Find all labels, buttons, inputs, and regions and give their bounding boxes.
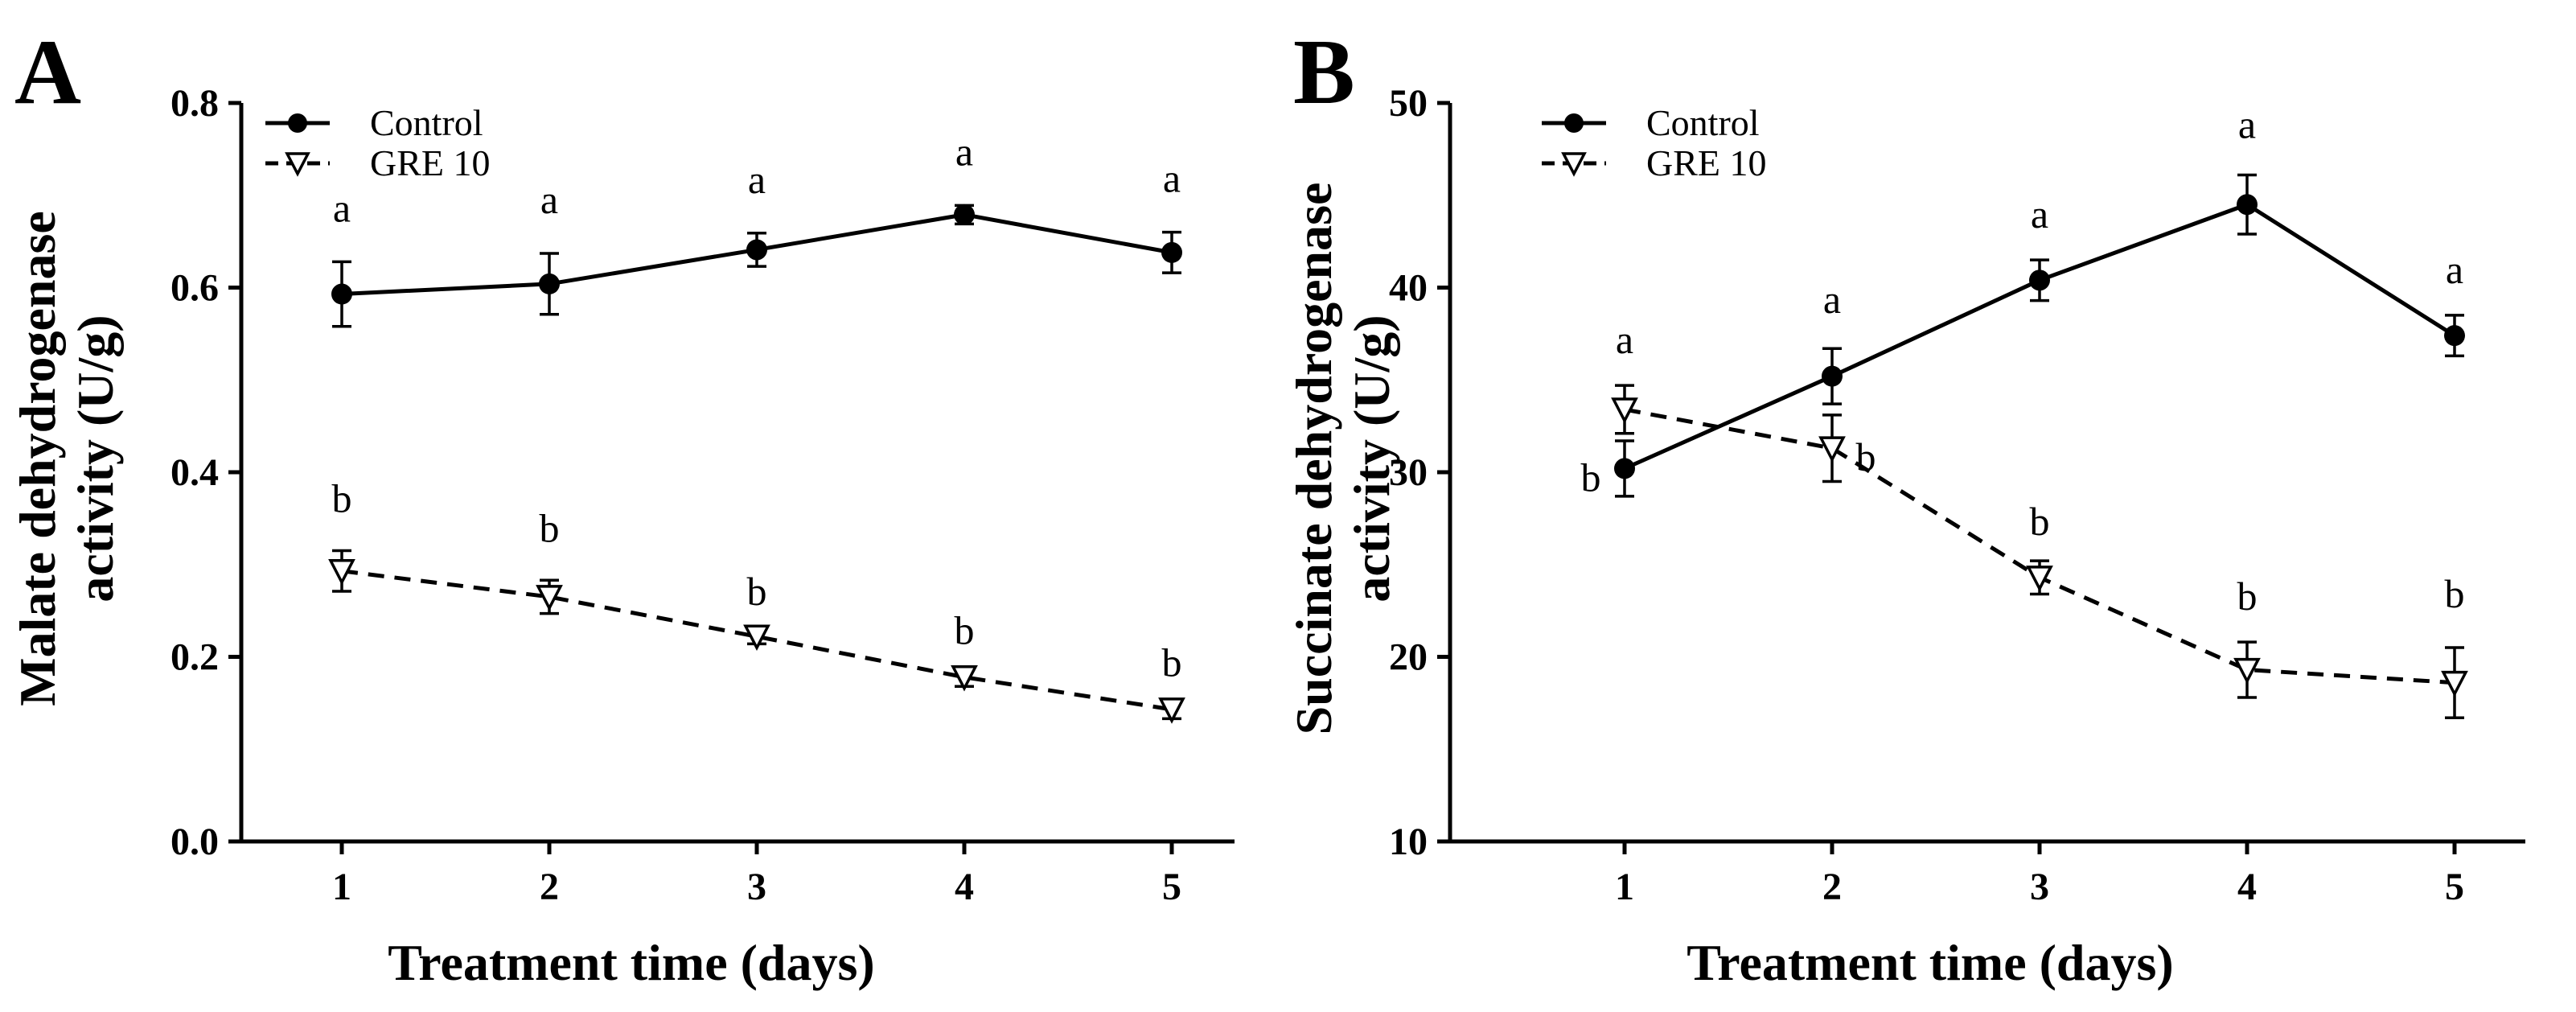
data-point-gre10-a: [951, 664, 978, 692]
significance-label-a: a: [955, 129, 973, 174]
data-point-control-a: [746, 239, 767, 261]
legend-a: Control GRE 10: [265, 102, 491, 183]
panel-letter-a: A: [14, 21, 81, 123]
series-layer-b: b a a a a a b b b b: [1581, 102, 2468, 719]
data-point-gre10-b: [2026, 566, 2053, 592]
legend-label-control-a: Control: [370, 102, 483, 143]
y-tick-label-b: 10: [1389, 821, 1428, 863]
x-tick-label-a: 5: [1162, 866, 1181, 908]
data-point-control-a: [954, 204, 975, 225]
significance-label-b: b: [2237, 574, 2258, 619]
data-point-gre10-a: [328, 559, 355, 586]
series-line-gre10-a: [341, 569, 1173, 712]
data-point-gre10-a: [536, 585, 563, 611]
series-line-control-b: [1623, 202, 2456, 471]
significance-label-b: b: [1581, 455, 1601, 500]
panel-b: B Succinate dehydrogenase activity (U/g)…: [1285, 21, 2525, 991]
data-point-gre10-a: [743, 624, 770, 652]
significance-label-a: b: [540, 505, 560, 550]
legend-marker-control-b: [1564, 113, 1584, 133]
significance-label-a: b: [747, 569, 767, 614]
panel-letter-b: B: [1293, 21, 1355, 123]
x-tick-label-b: 4: [2237, 866, 2257, 908]
legend-label-gre10-a: GRE 10: [370, 142, 491, 183]
y-tick-label-a: 0.6: [171, 267, 219, 310]
y-axis-title-b-line2: activity (U/g): [1343, 315, 1400, 602]
x-tick-label-a: 1: [332, 866, 351, 908]
data-point-gre10-b: [2233, 657, 2261, 685]
y-tick-label-a: 0.4: [171, 451, 219, 494]
data-point-control-b: [1614, 458, 1635, 479]
x-tick-label-b: 2: [1822, 866, 1842, 908]
legend-b: Control GRE 10: [1542, 102, 1767, 183]
legend-label-control-b: Control: [1646, 102, 1760, 143]
significance-label-a: a: [748, 157, 766, 202]
x-tick-label-b: 1: [1615, 866, 1634, 908]
y-tick-label-b: 20: [1389, 636, 1428, 679]
panel-a: A Malate dehydrogenase activity (U/g) Tr…: [9, 21, 1235, 991]
significance-label-b: a: [2031, 191, 2048, 237]
significance-label-b: b: [2030, 499, 2050, 544]
significance-label-b: b: [1856, 434, 1876, 479]
y-tick-label-b: 30: [1389, 451, 1428, 494]
x-axis-title-a: Treatment time (days): [388, 934, 874, 991]
data-point-gre10-a: [1158, 697, 1185, 724]
significance-label-a: b: [332, 476, 352, 521]
data-point-control-a: [331, 283, 352, 305]
axes-a: 0.0 0.2 0.4 0.6 0.8 1 2 3 4 5: [171, 82, 1235, 908]
data-point-gre10-b: [1818, 436, 1846, 463]
y-tick-label-a: 0.8: [171, 82, 219, 125]
y-tick-label-b: 40: [1389, 267, 1428, 310]
data-point-control-a: [1161, 241, 1182, 263]
data-point-control-b: [2444, 325, 2465, 347]
y-axis-title-a-line2: activity (U/g): [67, 315, 124, 602]
legend-marker-gre10-a: [285, 152, 310, 177]
data-point-control-b: [2237, 194, 2258, 216]
significance-label-b: a: [2238, 102, 2256, 147]
y-axis-title-b-line1: Succinate dehydrogenase: [1285, 183, 1342, 735]
series-layer-a: a a a a a b b b b b: [328, 129, 1185, 724]
y-axis-title-b: Succinate dehydrogenase activity (U/g): [1285, 183, 1400, 735]
significance-label-a: b: [955, 607, 975, 652]
data-point-control-b: [1822, 365, 1843, 387]
x-tick-label-b: 5: [2445, 866, 2464, 908]
x-tick-label-b: 3: [2030, 866, 2049, 908]
legend-marker-control-a: [288, 113, 307, 133]
y-axis-title-a-line1: Malate dehydrogenase: [9, 211, 66, 706]
y-axis-title-a: Malate dehydrogenase activity (U/g): [9, 211, 124, 706]
significance-label-b: a: [2446, 247, 2463, 292]
data-point-gre10-b: [1611, 397, 1638, 424]
x-axis-title-b: Treatment time (days): [1687, 934, 2173, 991]
significance-label-a: b: [1162, 640, 1182, 685]
x-tick-label-a: 2: [540, 866, 559, 908]
axes-b: 10 20 30 40 50 1 2 3 4 5: [1389, 82, 2525, 908]
legend-label-gre10-b: GRE 10: [1646, 142, 1767, 183]
y-tick-label-a: 0.2: [171, 636, 219, 679]
x-tick-label-a: 4: [955, 866, 974, 908]
significance-label-b: a: [1616, 317, 1633, 362]
significance-label-a: a: [333, 185, 351, 230]
data-point-control-b: [2029, 269, 2050, 291]
series-line-gre10-b: [1624, 407, 2455, 685]
x-tick-label-a: 3: [747, 866, 766, 908]
legend-marker-gre10-b: [1561, 152, 1587, 177]
significance-label-a: a: [540, 177, 558, 222]
data-point-control-a: [539, 273, 560, 294]
y-tick-label-b: 50: [1389, 82, 1428, 125]
significance-label-b: b: [2445, 571, 2465, 616]
significance-label-b: a: [1823, 277, 1841, 322]
y-tick-label-a: 0.0: [171, 821, 219, 863]
significance-label-a: a: [1163, 156, 1181, 201]
data-point-gre10-b: [2441, 670, 2468, 697]
